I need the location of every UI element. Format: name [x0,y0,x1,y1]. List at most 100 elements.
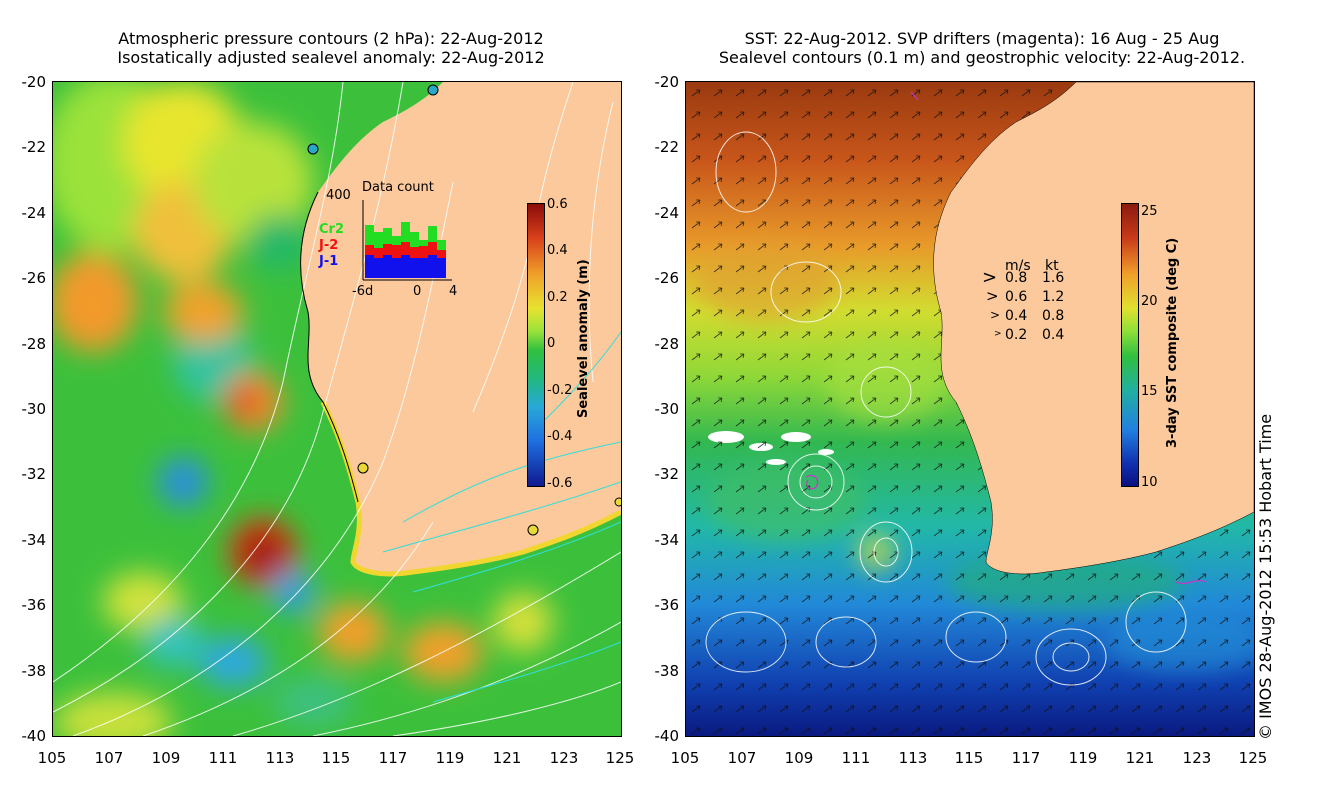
arrow-icon: > [986,287,999,305]
cb-tick: -0.4 [547,429,573,444]
cb-tick: -0.2 [547,383,573,398]
legend-kt: 0.8 [1042,308,1065,324]
sealevel-colorbar-ramp [527,203,545,487]
lat-tick: -26 [654,269,680,287]
cb-tick: -0.6 [547,476,573,491]
lon-tick: 123 [1182,749,1212,767]
lat-tick: -34 [21,531,47,549]
cyan-contours [382,331,621,703]
lat-tick: -32 [654,465,680,483]
australia-landmass [933,82,1254,575]
left-title-line1: Atmospheric pressure contours (2 hPa): 2… [118,29,544,48]
svp-drifter-tracks [805,91,1207,585]
histogram-bars [365,222,446,278]
lat-tick: -40 [654,727,680,745]
left-title-line2: Isostatically adjusted sealevel anomaly:… [117,48,545,67]
lat-tick: -22 [21,138,47,156]
tide-gauge-marker [357,462,369,474]
lon-tick: 119 [1068,749,1098,767]
tide-gauge-marker [614,497,621,507]
inset-ymax: 400 [326,188,351,203]
left-map-title: Atmospheric pressure contours (2 hPa): 2… [0,29,662,67]
lon-tick: 119 [435,749,465,767]
lon-tick: 115 [321,749,351,767]
sst-colorbar-ramp [1121,203,1139,487]
lat-tick: -20 [21,73,47,91]
lat-tick: -38 [654,662,680,680]
tide-gauge-marker [527,524,539,536]
lat-tick: -32 [21,465,47,483]
cb-tick: 15 [1141,384,1158,399]
lon-tick: 125 [605,749,635,767]
coastline [300,191,359,503]
tide-gauge-marker [427,84,439,96]
lon-tick: 115 [954,749,984,767]
cb-tick: 10 [1141,475,1158,490]
lon-tick: 121 [1125,749,1155,767]
lat-tick: -28 [654,335,680,353]
lon-tick: 111 [208,749,238,767]
lon-tick: 125 [1238,749,1268,767]
sst-map-canvas [686,82,1254,736]
lat-tick: -28 [21,335,47,353]
arrow-icon: > [982,267,998,288]
lat-tick: -38 [21,662,47,680]
legend-ms: 0.6 [1005,289,1028,305]
sst-map [685,81,1255,737]
legend-j2: J-2 [319,238,339,253]
lat-tick: -30 [654,400,680,418]
cb-tick: 0 [547,336,556,351]
cb-tick: 0.2 [547,290,568,305]
right-title-line2: Sealevel contours (0.1 m) and geostrophi… [718,48,1246,67]
legend-cr2: Cr2 [319,222,344,237]
tide-gauge-marker [307,143,319,155]
lat-tick: -20 [654,73,680,91]
cb-tick: 25 [1141,204,1158,219]
lon-tick: 109 [151,749,181,767]
sealevel-contours [705,131,1187,686]
legend-ms: 0.2 [1005,327,1028,343]
lon-tick: 117 [1011,749,1041,767]
lat-tick: -24 [21,204,47,222]
lon-tick: 105 [670,749,700,767]
arrow-icon: > [994,329,1002,339]
legend-kt: 1.6 [1042,270,1065,286]
legend-ms: 0.8 [1005,270,1028,286]
legend-header-kt: kt [1045,258,1059,274]
lon-tick: 111 [841,749,871,767]
lon-tick: 107 [727,749,757,767]
data-count-histogram [362,200,452,281]
legend-j1: J-1 [319,254,339,269]
arrow-icon: > [990,308,1001,322]
lon-tick: 123 [549,749,579,767]
lon-tick: 121 [492,749,522,767]
lat-tick: -40 [21,727,47,745]
legend-kt: 0.4 [1042,327,1065,343]
lon-tick: 117 [378,749,408,767]
lat-tick: -36 [654,596,680,614]
lon-tick: 113 [265,749,295,767]
lat-tick: -30 [21,400,47,418]
cb-tick: 0.4 [547,243,568,258]
cb-tick: 0.6 [547,197,568,212]
right-map-title: SST: 22-Aug-2012. SVP drifters (magenta)… [662,29,1302,67]
inset-x-start: -6d [352,284,374,299]
inset-x-mid: 0 [413,284,422,299]
legend-ms: 0.4 [1005,308,1028,324]
right-title-line1: SST: 22-Aug-2012. SVP drifters (magenta)… [744,29,1220,48]
imos-credit: © IMOS 28-Aug-2012 15:53 Hobart Time [1256,413,1275,740]
lon-tick: 105 [37,749,67,767]
sealevel-colorbar-label: Sealevel anomaly (m) [576,259,591,418]
lat-tick: -34 [654,531,680,549]
legend-kt: 1.2 [1042,289,1065,305]
lon-tick: 113 [898,749,928,767]
cb-tick: 20 [1141,294,1158,309]
lon-tick: 109 [784,749,814,767]
lat-tick: -36 [21,596,47,614]
lat-tick: -24 [654,204,680,222]
lat-tick: -22 [654,138,680,156]
lon-tick: 107 [94,749,124,767]
inset-x-end: 4 [449,284,458,299]
lat-tick: -26 [21,269,47,287]
inset-title: Data count [362,180,434,195]
